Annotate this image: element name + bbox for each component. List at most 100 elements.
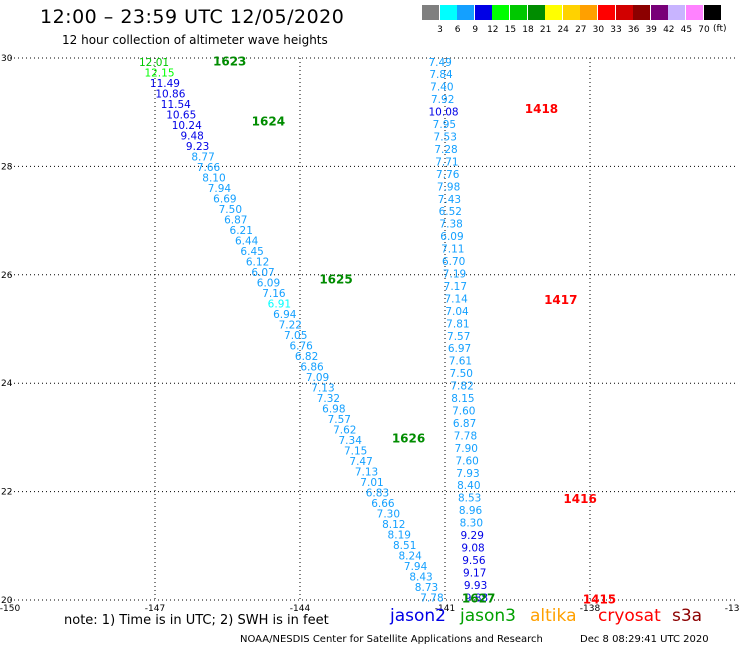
wave-height-value: 8.53	[458, 493, 481, 505]
wave-height-value: 9.56	[462, 555, 486, 567]
wave-height-value: 9.23	[186, 141, 209, 153]
wave-height-value: 9.93	[464, 580, 487, 592]
wave-height-value: 10.86	[155, 88, 185, 100]
legend-label: 42	[663, 25, 675, 35]
wave-height-value: 7.81	[446, 318, 469, 330]
wave-height-value: 6.76	[289, 340, 313, 352]
wave-height-value: 7.94	[404, 561, 428, 573]
map-title: 12:00 – 23:59 UTC 12/05/2020	[40, 6, 345, 28]
legend-swatch	[474, 5, 492, 20]
wave-height-value: 9.48	[180, 130, 203, 142]
legend-swatch	[527, 5, 545, 20]
wave-height-value: 12.15	[144, 67, 174, 79]
wave-height-value: 7.95	[433, 119, 456, 131]
wave-height-value: 7.13	[311, 382, 334, 394]
wave-height-value: 7.57	[447, 331, 470, 343]
y-tick-label: 28	[1, 162, 13, 172]
wave-height-value: 8.15	[451, 393, 474, 405]
y-tick-label: 30	[1, 54, 13, 64]
wave-height-value: 9.08	[461, 542, 484, 554]
wave-height-value: 6.07	[251, 267, 274, 279]
pass-time-label: 1623	[213, 55, 246, 69]
wave-height-value: 9.17	[463, 567, 486, 579]
wave-height-value: 11.54	[161, 99, 191, 111]
wave-height-value: 8.77	[191, 151, 214, 163]
wave-height-value: 6.09	[440, 231, 463, 243]
pass-time-label: 1418	[525, 102, 558, 116]
wave-height-value: 7.98	[437, 181, 460, 193]
wave-height-value: 7.84	[429, 69, 453, 81]
satellite-jason2: jason2	[390, 606, 446, 626]
wave-height-value: 7.22	[279, 319, 302, 331]
wave-height-value: 8.24	[398, 550, 422, 562]
wave-height-value: 7.13	[355, 466, 378, 478]
legend-label: 3	[437, 25, 443, 35]
x-tick-label: -147	[145, 604, 165, 614]
wave-height-value: 10.08	[429, 107, 459, 119]
legend-swatch	[703, 5, 721, 20]
wave-height-value: 10.65	[166, 109, 196, 121]
legend-swatch	[510, 5, 527, 20]
wave-height-value: 7.16	[262, 288, 286, 300]
legend-label: 21	[539, 25, 552, 35]
legend-swatch	[598, 5, 615, 20]
y-tick-label: 20	[1, 596, 13, 606]
wave-height-value: 8.96	[459, 505, 483, 517]
wave-height-value: 7.04	[445, 306, 469, 318]
wave-height-value: 6.70	[442, 256, 465, 268]
pass-time-label: 1416	[563, 492, 596, 506]
legend-swatch	[615, 5, 633, 20]
wave-height-value: 7.57	[328, 414, 351, 426]
wave-height-value: 7.05	[284, 330, 307, 342]
legend-swatch	[668, 5, 686, 20]
legend-swatch	[545, 5, 563, 20]
satellite-s3a: s3a	[672, 606, 703, 626]
wave-height-value: 7.14	[444, 293, 468, 305]
wave-height-value: 7.19	[443, 269, 466, 281]
wave-height-value: 11.49	[150, 78, 180, 90]
x-tick-label: -150	[0, 604, 20, 614]
wave-height-value: 7.60	[455, 455, 478, 467]
wave-height-value: 7.17	[444, 281, 467, 293]
wave-height-value: 7.28	[434, 144, 457, 156]
wave-height-value: 6.12	[246, 256, 269, 268]
x-tick-label: -144	[290, 604, 311, 614]
pass-time-label: 1417	[544, 293, 577, 307]
legend-label: 45	[680, 25, 693, 35]
x-tick-label: -138	[580, 604, 601, 614]
wave-height-value: 7.11	[441, 244, 464, 256]
wave-height-value: 8.12	[382, 519, 405, 531]
wave-height-value: 7.62	[333, 424, 356, 436]
wave-height-value: 8.10	[202, 172, 225, 184]
wave-height-value: 7.32	[317, 393, 340, 405]
legend-unit: (ft)	[713, 24, 727, 34]
legend-swatch	[422, 5, 439, 20]
wave-height-value: 7.40	[430, 82, 453, 94]
wave-height-value: 7.66	[197, 162, 221, 174]
legend-label: 18	[522, 25, 534, 35]
x-tick-label: -135	[725, 604, 740, 614]
wave-height-value: 7.30	[377, 508, 400, 520]
wave-height-value: 12.01	[139, 57, 169, 69]
pass-time-label: 1415	[583, 592, 616, 606]
wave-height-value: 6.87	[453, 418, 476, 430]
pass-time-label: 1627	[462, 591, 495, 605]
wave-height-value: 7.50	[219, 204, 242, 216]
satellite-jason3: jason3	[460, 606, 516, 626]
satellite-cryosat: cryosat	[598, 606, 661, 626]
wave-height-value: 8.73	[415, 582, 438, 594]
wave-height-value: 6.09	[257, 277, 280, 289]
legend-label: 24	[557, 25, 569, 35]
wave-height-value: 7.60	[452, 405, 475, 417]
footer-timestamp: Dec 8 08:29:41 UTC 2020	[580, 634, 709, 645]
footer-credit: NOAA/NESDIS Center for Satellite Applica…	[240, 634, 543, 645]
wave-height-value: 7.61	[449, 356, 472, 368]
legend-swatch	[492, 5, 510, 20]
wave-height-value: 7.01	[360, 477, 383, 489]
legend-label: 27	[575, 25, 587, 35]
note-text: note: 1) Time is in UTC; 2) SWH is in fe…	[64, 613, 329, 628]
legend-swatch	[633, 5, 651, 20]
wave-height-value: 6.97	[448, 343, 471, 355]
legend-label: 15	[504, 25, 517, 35]
y-tick-label: 22	[1, 488, 12, 498]
